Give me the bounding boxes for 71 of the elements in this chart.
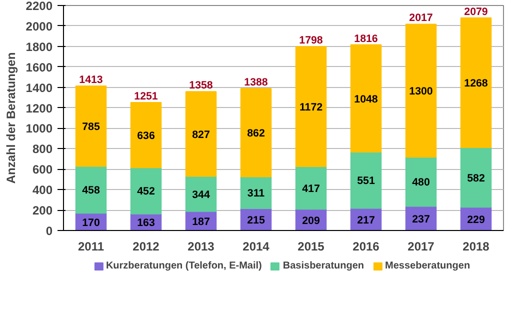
bar (350, 44, 382, 152)
y-tick-label: 1200 (26, 101, 53, 116)
total-label: 1388 (244, 76, 268, 89)
y-tick-label: 1800 (26, 40, 53, 54)
data-label: 215 (247, 214, 265, 227)
bar (295, 46, 327, 167)
total-label: 2079 (464, 6, 488, 18)
y-tick-label: 800 (32, 142, 53, 156)
y-tick-label: 600 (32, 162, 53, 177)
data-label: 582 (467, 172, 485, 184)
x-tick-label: 2013 (188, 240, 215, 254)
total-label: 1816 (354, 32, 378, 45)
data-label: 1300 (409, 86, 433, 98)
data-label: 187 (192, 216, 210, 228)
data-label: 480 (412, 176, 430, 189)
data-label: 417 (302, 182, 320, 195)
bar (405, 156, 437, 207)
bar (460, 17, 492, 148)
bar (75, 85, 107, 167)
y-tick-label: 2000 (26, 19, 53, 34)
data-label: 217 (357, 214, 375, 226)
data-label: 170 (82, 216, 100, 229)
x-tick-label: 2018 (462, 240, 490, 254)
total-label: 1358 (189, 80, 213, 92)
y-tick-label: 2200 (26, 0, 53, 13)
x-tick-label: 2017 (408, 240, 435, 254)
x-tick-label: 2011 (78, 240, 104, 254)
data-label: 1268 (464, 78, 488, 90)
x-tick-label: 2014 (242, 240, 270, 254)
data-label: 785 (82, 121, 100, 134)
x-tick-label: 2016 (352, 240, 380, 254)
bar (130, 102, 162, 168)
legend-label: Messeberatungen (385, 260, 470, 272)
y-tick-label: 200 (32, 204, 53, 218)
data-label: 636 (137, 130, 155, 142)
legend-label: Basisberatungen (282, 260, 364, 272)
y-axis-title: Anzahl der Beratungen (4, 52, 18, 184)
data-label: 1172 (299, 102, 323, 114)
total-label: 1413 (79, 74, 103, 86)
bar (295, 166, 327, 210)
x-tick-label: 2012 (132, 240, 160, 254)
total-label: 1251 (134, 90, 158, 103)
bar (405, 24, 437, 158)
y-tick-label: 0 (46, 224, 53, 238)
data-label: 237 (412, 213, 430, 226)
bar (460, 147, 492, 208)
y-tick-label: 1600 (26, 60, 53, 74)
y-tick-label: 1000 (26, 122, 53, 136)
total-label: 2017 (409, 12, 433, 24)
bar (350, 151, 382, 209)
data-label: 452 (137, 186, 155, 198)
data-label: 1048 (354, 93, 378, 106)
legend-label: Kurzberatungen (Telefon, E-Mail) (106, 260, 262, 272)
data-label: 229 (467, 214, 485, 226)
bar (185, 176, 217, 212)
x-tick-label: 2015 (298, 240, 325, 254)
total-label: 1798 (299, 34, 323, 47)
data-label: 311 (247, 188, 265, 200)
bar (75, 166, 107, 214)
data-label: 209 (302, 214, 320, 227)
y-tick-label: 1400 (26, 80, 53, 95)
bar (185, 91, 217, 177)
data-label: 827 (192, 128, 210, 141)
data-label: 163 (137, 217, 155, 230)
data-label: 458 (82, 184, 100, 197)
bar (240, 88, 272, 178)
y-tick-label: 400 (32, 183, 53, 198)
bar (130, 167, 162, 214)
data-label: 344 (192, 188, 210, 201)
data-label: 862 (247, 128, 265, 140)
data-label: 551 (357, 175, 375, 188)
